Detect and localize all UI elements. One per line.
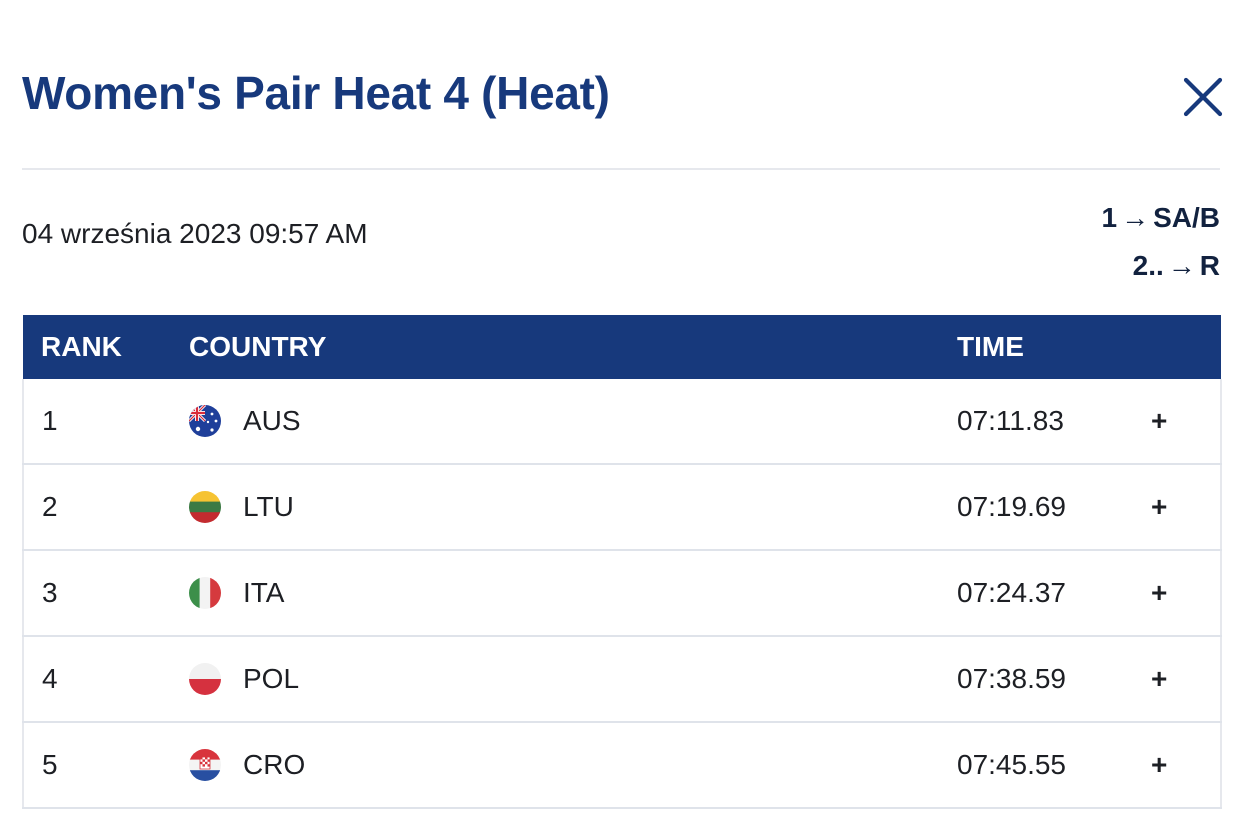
rank-cell: 2: [22, 464, 189, 551]
close-icon: [1183, 77, 1223, 117]
rank-cell: 5: [22, 722, 189, 809]
expand-row-button[interactable]: +: [1151, 636, 1222, 723]
expand-row-button[interactable]: +: [1151, 464, 1222, 551]
column-header-rank: RANK: [23, 315, 189, 379]
country-cell: POL: [189, 636, 957, 723]
lithuania-flag-icon: [189, 491, 221, 523]
time-cell: 07:38.59: [957, 636, 1151, 723]
country-cell: ITA: [189, 550, 957, 637]
table-row: 5: [22, 722, 1222, 809]
progression-to: SA/B: [1153, 202, 1220, 233]
column-header-expand: [1151, 315, 1221, 379]
table-row: 1: [22, 379, 1222, 465]
table-row: 4 POL 07:38.59 +: [22, 636, 1222, 723]
croatia-flag-icon: [189, 749, 221, 781]
column-header-country: COUNTRY: [189, 315, 957, 379]
country-code: LTU: [243, 491, 294, 522]
progression-from: 1: [1101, 202, 1118, 233]
country-cell: CRO: [189, 722, 957, 809]
progression-to: R: [1199, 250, 1220, 281]
country-code: ITA: [243, 577, 285, 608]
results-table-header: RANK COUNTRY TIME: [23, 315, 1221, 379]
country-code: AUS: [243, 405, 301, 436]
table-row: 3 ITA 07:24.37 +: [22, 550, 1222, 637]
time-cell: 07:19.69: [957, 464, 1151, 551]
italy-flag-icon: [189, 577, 221, 609]
time-cell: 07:24.37: [957, 550, 1151, 637]
country-code: CRO: [243, 749, 306, 780]
modal-title: Women's Pair Heat 4 (Heat): [22, 67, 610, 119]
rank-cell: 3: [22, 550, 189, 637]
progression-rules: 1 → SA/B 2.. → R: [1102, 194, 1220, 290]
column-header-time: TIME: [957, 315, 1151, 379]
australia-flag-icon: [189, 405, 221, 437]
country-cell: LTU: [189, 464, 957, 551]
table-row: 2 LTU 07:19.69 +: [22, 464, 1222, 551]
arrow-right-icon: →: [1121, 202, 1150, 233]
time-cell: 07:45.55: [957, 722, 1151, 809]
close-button[interactable]: [1180, 74, 1226, 120]
results-table: RANK COUNTRY TIME 1: [22, 315, 1222, 809]
country-cell: AUS: [189, 379, 957, 465]
expand-row-button[interactable]: +: [1151, 722, 1222, 809]
progression-rule: 2.. → R: [1102, 242, 1220, 290]
time-cell: 07:11.83: [957, 379, 1151, 465]
race-datetime: 04 września 2023 09:57 AM: [22, 218, 368, 249]
rank-cell: 4: [22, 636, 189, 723]
progression-from: 2..: [1132, 250, 1164, 281]
country-code: POL: [243, 663, 300, 694]
expand-row-button[interactable]: +: [1151, 379, 1222, 465]
expand-row-button[interactable]: +: [1151, 550, 1222, 637]
progression-rule: 1 → SA/B: [1102, 194, 1220, 242]
arrow-right-icon: →: [1167, 250, 1196, 281]
rank-cell: 1: [22, 379, 189, 465]
header-divider: [22, 168, 1220, 170]
poland-flag-icon: [189, 663, 221, 695]
